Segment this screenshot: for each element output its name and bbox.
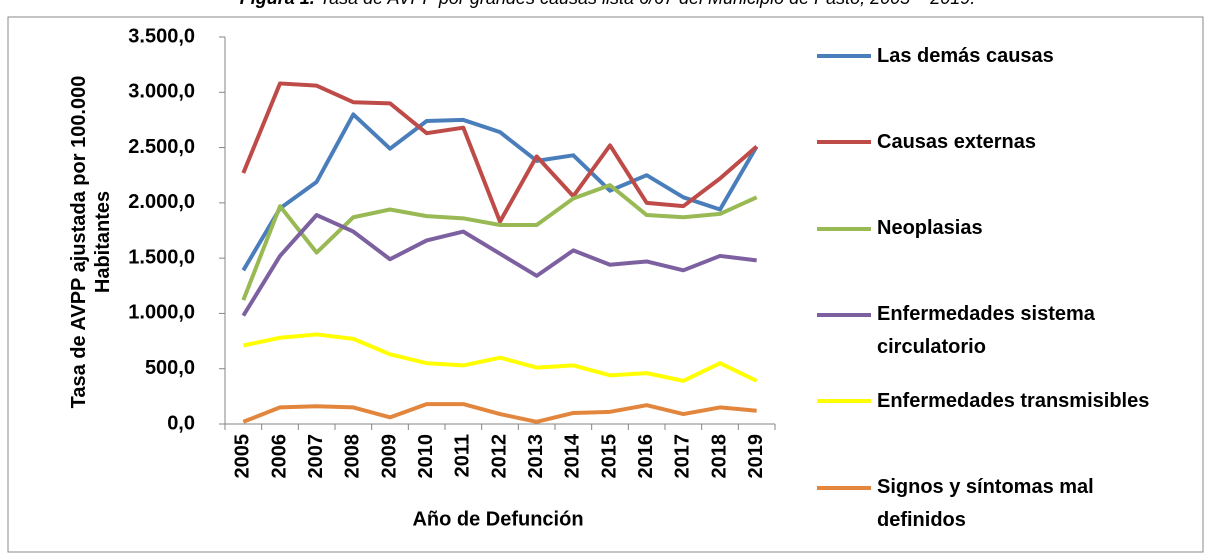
y-tick-label: 3.000,0 <box>128 81 195 103</box>
x-tick-label: 2010 <box>415 434 437 479</box>
x-tick-label: 2006 <box>268 434 290 479</box>
legend-swatch <box>817 140 871 145</box>
x-tick-label: 2015 <box>598 434 620 479</box>
x-tick-label: 2019 <box>745 434 767 479</box>
x-tick-label: 2012 <box>488 434 510 479</box>
y-tick-label: 500,0 <box>145 357 195 379</box>
y-tick-label: 2.500,0 <box>128 136 195 158</box>
x-tick-label: 2016 <box>635 434 657 479</box>
y-tick-label: 3.500,0 <box>128 25 195 47</box>
y-axis-title: Tasa de AVPP ajustada por 100.000 Habita… <box>68 75 114 409</box>
x-tick-label: 2011 <box>452 434 474 477</box>
legend-label: Neoplasias <box>877 217 983 240</box>
legend-swatch <box>817 485 871 490</box>
legend-label: Enfermedades transmisibles <box>877 389 1150 412</box>
figure-label: Figura 1. <box>240 0 315 8</box>
series-line <box>241 183 758 301</box>
legend-label: Causas externas <box>877 130 1036 153</box>
series-line <box>241 112 759 272</box>
x-tick-label: 2009 <box>378 434 400 479</box>
series-line <box>242 402 757 424</box>
y-tick-label: 1.500,0 <box>128 246 195 268</box>
x-tick-label: 2018 <box>708 434 730 479</box>
title-block: Figura 1. Tasa de AVPP por grandes causa… <box>0 0 1215 9</box>
legend-swatch <box>817 399 871 404</box>
chart-border <box>7 16 1204 553</box>
legend-label: Signos y síntomas mal definidos <box>877 476 1094 531</box>
x-axis-title: Año de Defunción <box>412 508 583 530</box>
x-tick-label: 2005 <box>232 434 254 479</box>
legend-swatch <box>817 226 871 231</box>
legend-swatch <box>817 54 871 58</box>
y-tick-label: 0,0 <box>167 412 195 434</box>
series-line <box>242 332 758 383</box>
y-tick-label: 2.000,0 <box>128 191 195 213</box>
x-tick-label: 2008 <box>342 434 364 479</box>
chart-title: Tasa de AVPP por grandes causas lista 6/… <box>320 0 975 8</box>
x-tick-label: 2007 <box>305 434 327 479</box>
series-line <box>241 81 758 224</box>
legend-label: Enfermedades sistema circulatorio <box>877 303 1095 359</box>
legend-swatch <box>817 312 871 317</box>
x-tick-label: 2014 <box>562 433 584 478</box>
x-tick-label: 2013 <box>525 434 547 479</box>
y-tick-label: 1.000,0 <box>128 302 195 324</box>
x-tick-label: 2017 <box>672 434 694 479</box>
legend-label: Las demás causas <box>877 44 1054 67</box>
series-line <box>241 213 757 317</box>
